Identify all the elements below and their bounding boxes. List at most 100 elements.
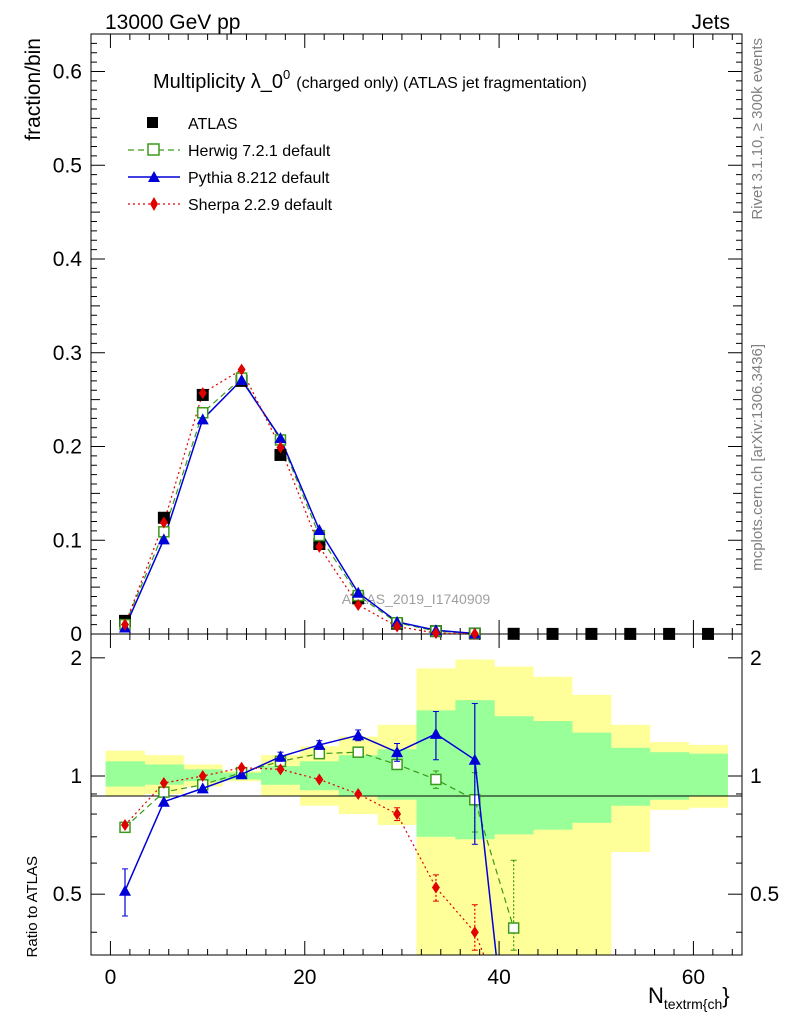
atlas-data-point [624, 627, 637, 640]
atlas-data-point [585, 627, 598, 640]
x-axis-title-main: N [648, 983, 664, 1008]
band-green-bin [610, 747, 651, 806]
ratio-point-herwig [313, 747, 326, 760]
ratio-point-herwig [352, 746, 364, 758]
main-line-herwig [124, 377, 475, 634]
band-green-bin [649, 752, 690, 800]
main-point-sherpa [159, 516, 168, 529]
band-green-bin [144, 764, 184, 785]
main-point-sherpa [470, 627, 479, 640]
legend-marker-atlas [147, 117, 158, 128]
header-energy-label: 13000 GeV pp [105, 11, 240, 34]
ratio-tick-label-left: 1 [70, 765, 82, 788]
main-point-pythia [235, 373, 248, 385]
analysis-watermark: ATLAS_2019_I1740909 [342, 591, 491, 607]
ratio-point-pythia [352, 729, 365, 741]
atlas-data-point [546, 627, 559, 640]
legend-label-herwig: Herwig 7.2.1 default [188, 143, 331, 160]
main-data-points [119, 363, 714, 640]
band-green-bin [105, 761, 145, 787]
y-tick-label: 0.5 [53, 154, 82, 177]
main-point-sherpa [276, 441, 285, 454]
ratio-point-pythia [391, 746, 404, 758]
y-tick-label: 0.3 [53, 342, 82, 365]
main-point-sherpa [237, 363, 246, 376]
ratio-series [119, 703, 520, 955]
ratio-point-pythia [274, 750, 287, 762]
ratio-point-sherpa [315, 773, 324, 786]
x-axis-title: Ntextrm{ch} [648, 983, 730, 1012]
main-point-pythia [274, 432, 287, 444]
chart-title-main: Multiplicity λ_0 [153, 71, 283, 93]
atlas-data-point [701, 627, 714, 640]
legend: ATLAS Herwig 7.2.1 default Pythia 8.212 … [128, 116, 333, 214]
ratio-point-pythia [429, 727, 442, 739]
atlas-data-point [507, 627, 520, 640]
main-point-sherpa [315, 540, 324, 553]
ratio-tick-label-left: 2 [70, 647, 82, 670]
axis-tick-labels: 0 20 40 60 0 0.1 0.2 0.3 0.4 0.5 0.6 0.5 0.5 1 1 2 2 [53, 61, 779, 990]
ratio-tick-label-left: 0.5 [53, 883, 82, 906]
main-line-pythia [124, 378, 475, 634]
ratio-uncertainty-bands [105, 659, 728, 955]
ratio-point-pythia [119, 884, 132, 896]
ratio-point-sherpa [121, 819, 130, 832]
ratio-y-axis-title: Ratio to ATLAS [24, 856, 41, 957]
ratio-point-sherpa [470, 926, 479, 939]
chart-title: Multiplicity λ_00 (charged only) (ATLAS j… [153, 67, 587, 93]
ratio-point-pythia [157, 795, 170, 807]
main-point-sherpa [431, 627, 440, 640]
ratio-tick-label-right: 2 [750, 647, 762, 670]
ratio-point-sherpa [159, 776, 168, 789]
main-point-sherpa [121, 618, 130, 631]
header-jets-label: Jets [691, 11, 730, 34]
chart-title-sup: 0 [283, 67, 290, 82]
y-tick-label: 0.4 [53, 248, 83, 271]
ratio-plot-frame [90, 633, 743, 956]
y-tick-label: 0 [70, 623, 82, 646]
y-tick-label: 0.2 [53, 436, 82, 459]
x-tick-label: 40 [487, 966, 510, 989]
ratio-point-sherpa [237, 761, 246, 774]
main-point-sherpa [354, 598, 363, 611]
ratio-point-sherpa [393, 808, 402, 821]
atlas-data-point [274, 448, 287, 461]
side-rivet-label: Rivet 3.1.10, ≥ 300k events [749, 38, 766, 220]
legend-marker-pythia [148, 171, 160, 182]
legend-marker-sherpa [150, 197, 158, 211]
legend-label-atlas: ATLAS [188, 116, 238, 133]
legend-label-pythia: Pythia 8.212 default [188, 170, 330, 187]
x-axis-title-tail: } [722, 983, 729, 1008]
ratio-point-sherpa [431, 881, 440, 894]
main-point-pythia [352, 586, 365, 598]
band-green-bin [571, 732, 612, 823]
x-axis-title-sub: textrm{ch [664, 996, 722, 1012]
ratio-point-pythia [196, 782, 209, 794]
band-green-bin [688, 753, 728, 796]
legend-marker-herwig [147, 143, 160, 156]
chart-title-suffix: (charged only) (ATLAS jet fragmentation) [296, 75, 587, 92]
ratio-tick-label-right: 1 [750, 765, 762, 788]
main-point-sherpa [393, 620, 402, 633]
side-mcplots-label: mcplots.cern.ch [arXiv:1306.3436] [749, 344, 766, 571]
band-green-bin [261, 766, 301, 785]
ratio-point-herwig [507, 922, 520, 934]
main-point-pythia [157, 533, 170, 545]
main-series [124, 368, 475, 634]
main-point-sherpa [198, 387, 207, 400]
y-tick-label: 0.1 [53, 529, 82, 552]
ratio-point-pythia [235, 768, 248, 780]
y-tick-label: 0.6 [53, 61, 82, 84]
ratio-point-sherpa [198, 770, 207, 783]
band-green-bin [494, 716, 534, 835]
x-tick-label: 60 [682, 966, 705, 989]
ratio-point-pythia [313, 738, 326, 750]
main-point-pythia [313, 523, 326, 535]
ratio-point-sherpa [354, 787, 363, 800]
x-tick-label: 20 [293, 966, 316, 989]
atlas-data-point [663, 627, 676, 640]
y-axis-title: fraction/bin [22, 38, 45, 141]
main-line-sherpa [124, 368, 475, 634]
ratio-point-herwig [430, 773, 442, 786]
